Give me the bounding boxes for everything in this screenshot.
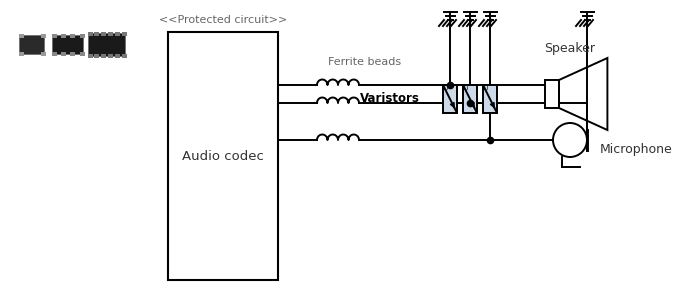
Text: <<Protected circuit>>: <<Protected circuit>> bbox=[159, 15, 287, 25]
FancyBboxPatch shape bbox=[52, 35, 83, 55]
Bar bbox=[61, 52, 66, 56]
Bar bbox=[88, 32, 92, 36]
Bar bbox=[101, 54, 106, 58]
Bar bbox=[115, 32, 120, 36]
Text: U: U bbox=[464, 86, 468, 91]
Bar bbox=[41, 52, 46, 56]
Text: U: U bbox=[484, 86, 489, 91]
FancyBboxPatch shape bbox=[88, 34, 125, 56]
Bar bbox=[41, 34, 46, 38]
Bar bbox=[61, 34, 66, 38]
Bar bbox=[52, 52, 57, 56]
Bar bbox=[545, 80, 559, 108]
Bar bbox=[108, 32, 113, 36]
Text: Ferrite beads: Ferrite beads bbox=[328, 57, 401, 67]
Bar bbox=[88, 54, 92, 58]
Text: Microphone: Microphone bbox=[600, 143, 673, 157]
Bar bbox=[94, 54, 99, 58]
Bar bbox=[443, 85, 457, 113]
Bar bbox=[70, 34, 75, 38]
Bar bbox=[122, 32, 127, 36]
Bar bbox=[483, 85, 497, 113]
Bar bbox=[115, 54, 120, 58]
Bar bbox=[70, 52, 75, 56]
Text: Varistors: Varistors bbox=[360, 92, 420, 106]
Text: Audio codec: Audio codec bbox=[182, 149, 264, 163]
Bar bbox=[80, 34, 85, 38]
Bar bbox=[94, 32, 99, 36]
Text: U: U bbox=[444, 86, 449, 91]
FancyBboxPatch shape bbox=[20, 35, 45, 55]
Bar bbox=[108, 54, 113, 58]
Bar bbox=[168, 32, 278, 280]
Bar bbox=[463, 85, 477, 113]
Bar bbox=[18, 34, 24, 38]
Bar bbox=[52, 34, 57, 38]
Bar bbox=[80, 52, 85, 56]
Bar bbox=[18, 52, 24, 56]
Bar bbox=[122, 54, 127, 58]
Text: Speaker: Speaker bbox=[545, 42, 596, 55]
Bar bbox=[101, 32, 106, 36]
